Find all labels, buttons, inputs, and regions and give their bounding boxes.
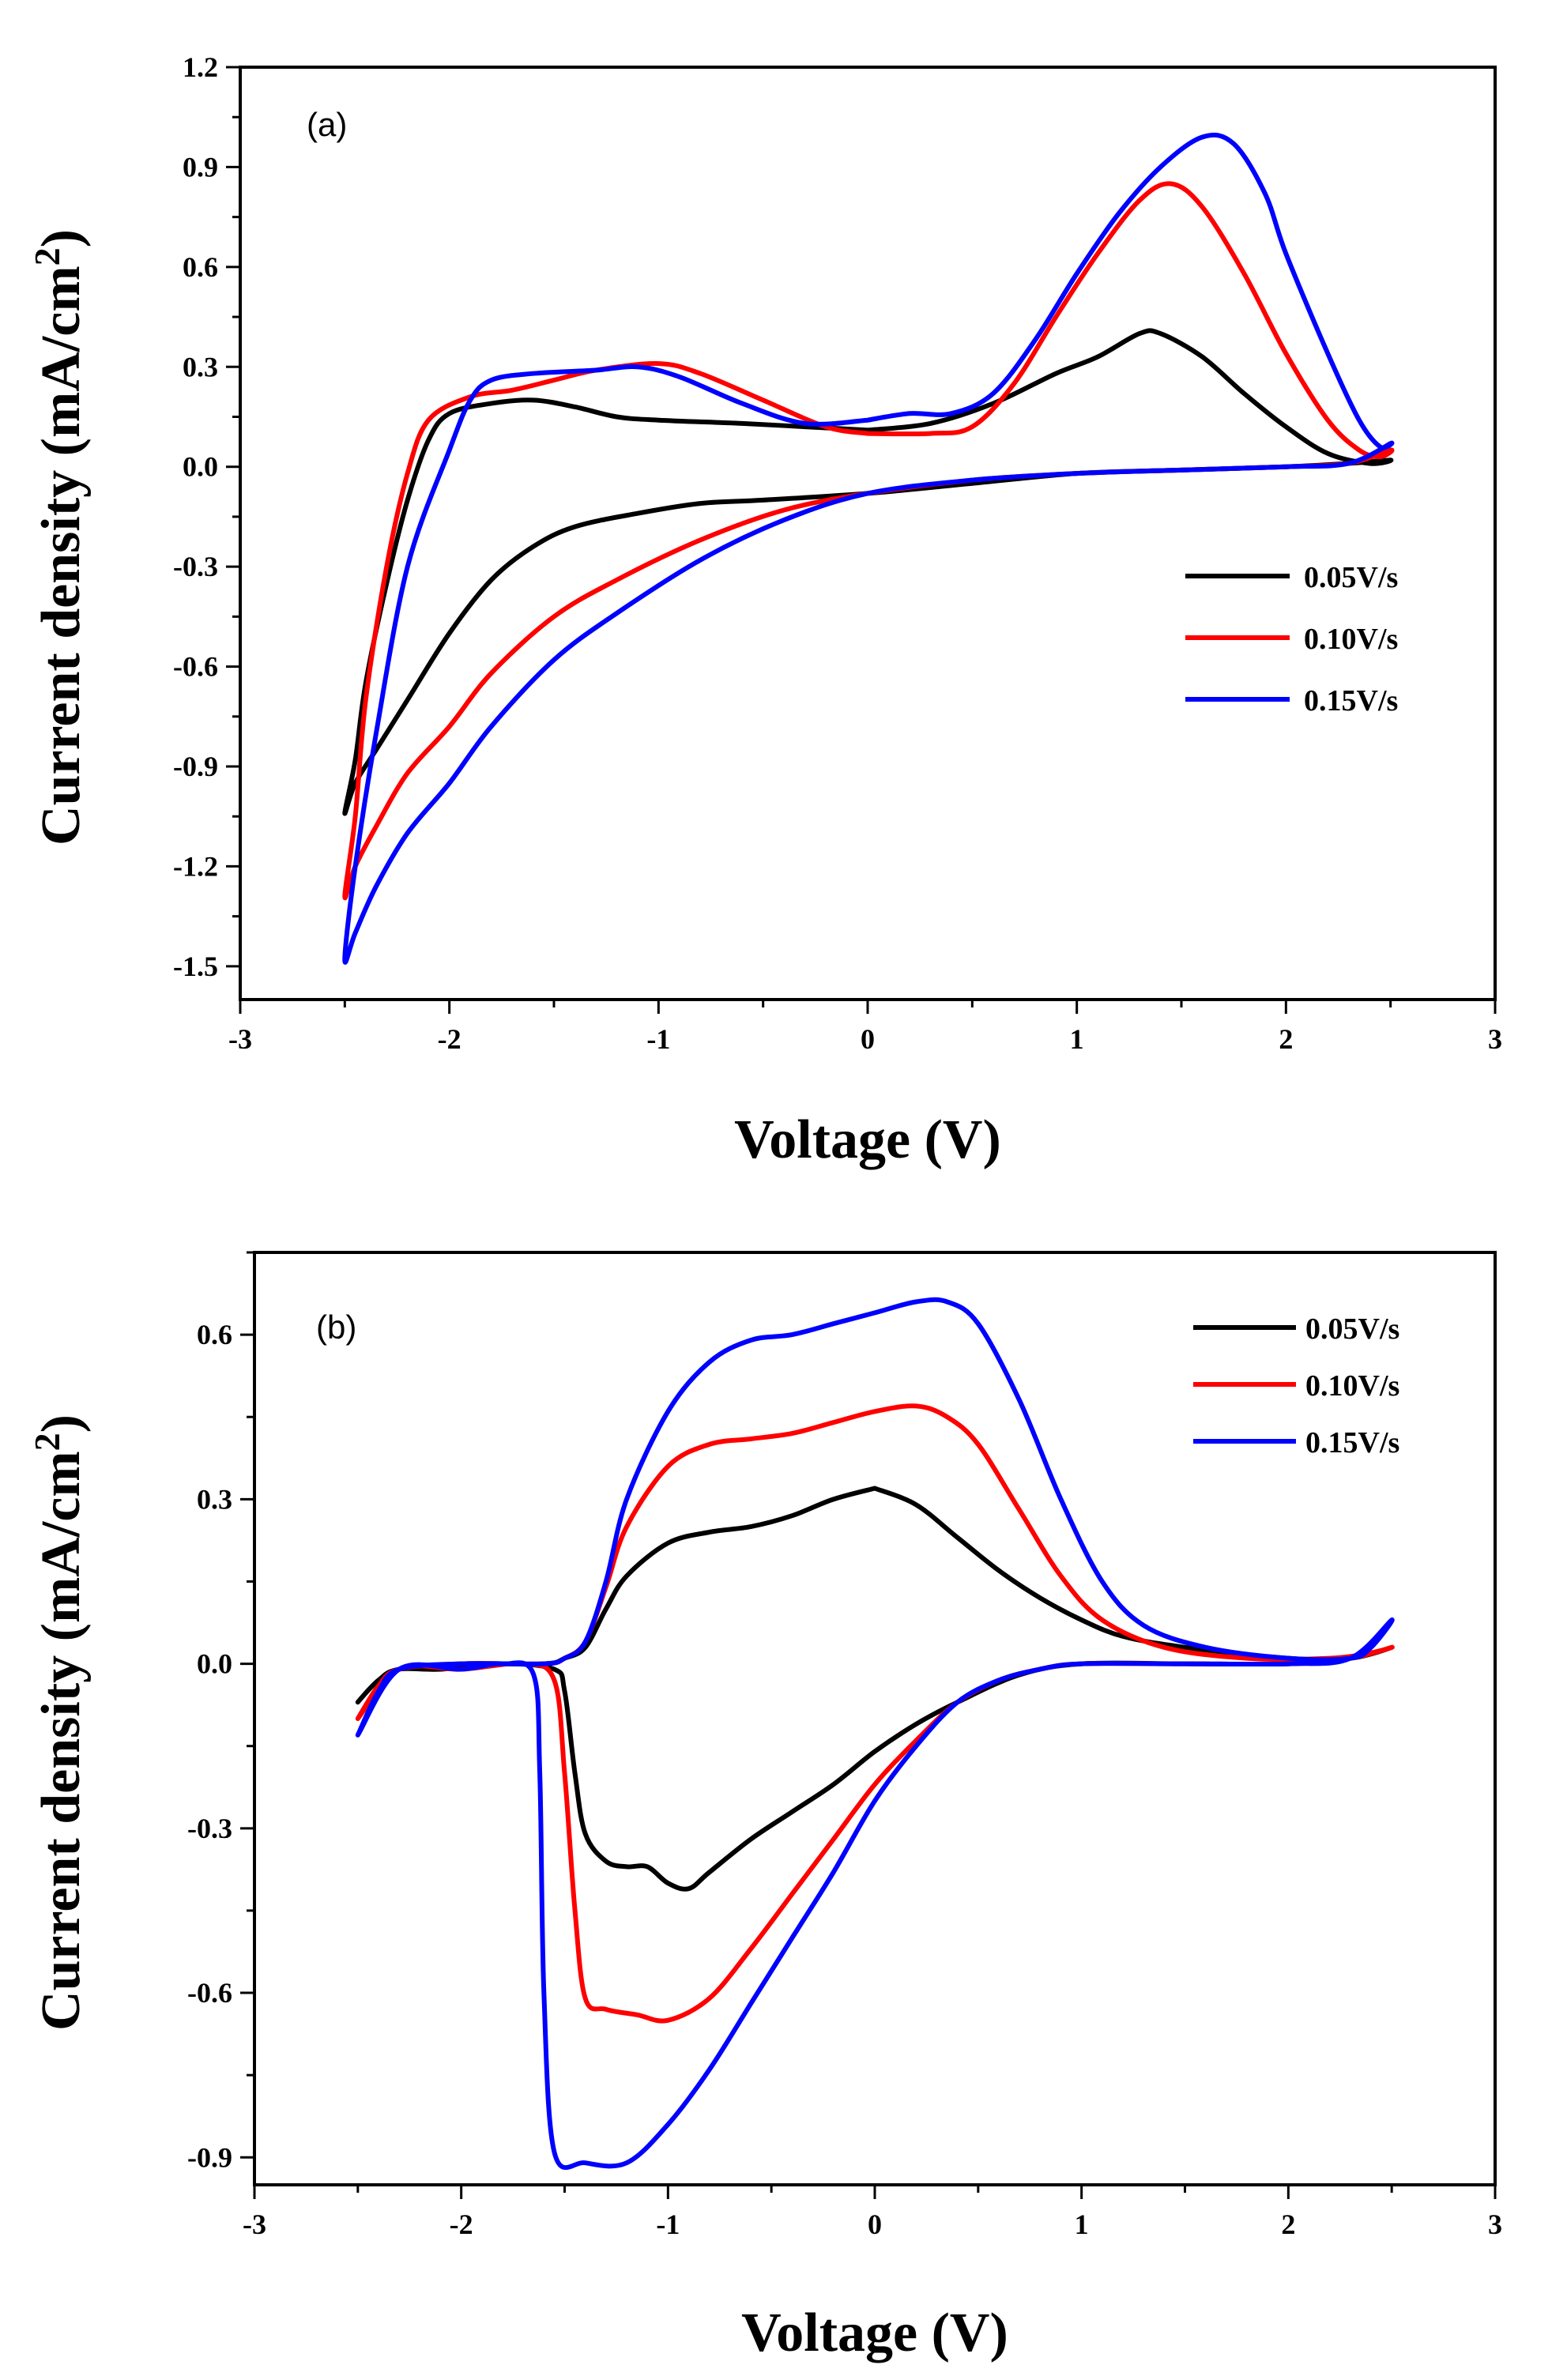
x-tick-label-b: 3 [1488, 2209, 1502, 2240]
legend-label-a-2: 0.15V/s [1304, 684, 1398, 717]
y-tick-label-a: 1.2 [183, 51, 218, 83]
ticks-b [240, 1251, 1497, 2199]
y-axis-label-a: Current density (mA/cm2) [27, 229, 92, 845]
x-tick-label-b: 0 [868, 2209, 882, 2240]
y-tick-label-a: 0.3 [183, 351, 218, 382]
series-group-b [355, 1297, 1395, 2171]
y-tick-label-a: 0.9 [183, 151, 218, 183]
x-tick-label-a: -1 [646, 1023, 670, 1055]
y-tick-label-a: 0.6 [183, 251, 218, 283]
chart-panel-b: -3 -2 -1 0 1 2 3 0.6 0.3 0.0 -0.3 -0.6 -0.9 (b) 0.05… [27, 1251, 1502, 2363]
y-tick-label-a: -1.2 [173, 850, 218, 882]
x-tick-label-b: -3 [243, 2209, 266, 2240]
series-line-b-2 [355, 1297, 1395, 2171]
x-axis-label-b: Voltage (V) [741, 2303, 1008, 2363]
y-tick-label-a: 0.0 [183, 451, 218, 483]
tick-labels-b: -3 -2 -1 0 1 2 3 0.6 0.3 0.0 -0.3 -0.6 -0.9 [187, 1319, 1502, 2240]
y-tick-label-a: -0.6 [173, 651, 218, 683]
series-line-b-1 [355, 1403, 1395, 2024]
series-line-a-0 [342, 328, 1394, 816]
legend-label-b-0: 0.05V/s [1305, 1312, 1399, 1346]
y-tick-label-a: -0.9 [173, 751, 218, 782]
plot-frame-a [239, 66, 1497, 1001]
x-tick-label-a: -3 [228, 1023, 252, 1055]
y-tick-label-b: -0.3 [187, 1813, 232, 1844]
chart-panel-a: -3 -2 -1 0 1 2 3 1.2 0.9 0.6 0.3 0.0 -0.3 -0.6 -0.9 -1.… [27, 51, 1503, 1170]
y-tick-label-b: -0.9 [187, 2141, 232, 2173]
x-tick-label-b: -2 [450, 2209, 473, 2240]
series-line-a-2 [342, 132, 1395, 965]
legend-label-a-0: 0.05V/s [1304, 561, 1398, 594]
y-axis-label-b: Current density (mA/cm2) [27, 1414, 92, 2031]
y-tick-label-b: 0.6 [197, 1319, 232, 1350]
x-axis-label-a: Voltage (V) [734, 1109, 1001, 1170]
series-line-b-0 [355, 1486, 1395, 1892]
panel-label-a: (a) [307, 106, 347, 143]
x-tick-label-b: 1 [1075, 2209, 1089, 2240]
x-tick-label-a: 3 [1488, 1023, 1502, 1055]
series-line-a-1 [342, 181, 1395, 901]
y-tick-label-a: -1.5 [173, 951, 218, 982]
x-tick-label-b: 2 [1281, 2209, 1295, 2240]
ticks-a [226, 66, 1497, 1014]
y-tick-label-a: -0.3 [173, 551, 218, 582]
legend-label-a-1: 0.10V/s [1304, 623, 1398, 656]
x-tick-label-a: 1 [1070, 1023, 1084, 1055]
y-tick-label-b: 0.0 [197, 1648, 232, 1680]
legend-label-b-1: 0.10V/s [1305, 1369, 1399, 1403]
x-tick-label-a: 2 [1279, 1023, 1293, 1055]
x-tick-label-a: -2 [438, 1023, 461, 1055]
y-tick-label-b: -0.6 [187, 1977, 232, 2009]
series-group-a [342, 132, 1395, 965]
x-tick-label-a: 0 [861, 1023, 875, 1055]
legend-b: 0.05V/s 0.10V/s 0.15V/s [1193, 1312, 1399, 1459]
x-tick-label-b: -1 [656, 2209, 680, 2240]
legend-a: 0.05V/s 0.10V/s 0.15V/s [1185, 561, 1398, 717]
tick-labels-a: -3 -2 -1 0 1 2 3 1.2 0.9 0.6 0.3 0.0 -0.3 -0.6 -0.9 -1.… [173, 51, 1502, 1055]
panel-label-b: (b) [316, 1309, 356, 1346]
y-tick-label-b: 0.3 [197, 1483, 232, 1515]
legend-label-b-2: 0.15V/s [1305, 1426, 1399, 1459]
